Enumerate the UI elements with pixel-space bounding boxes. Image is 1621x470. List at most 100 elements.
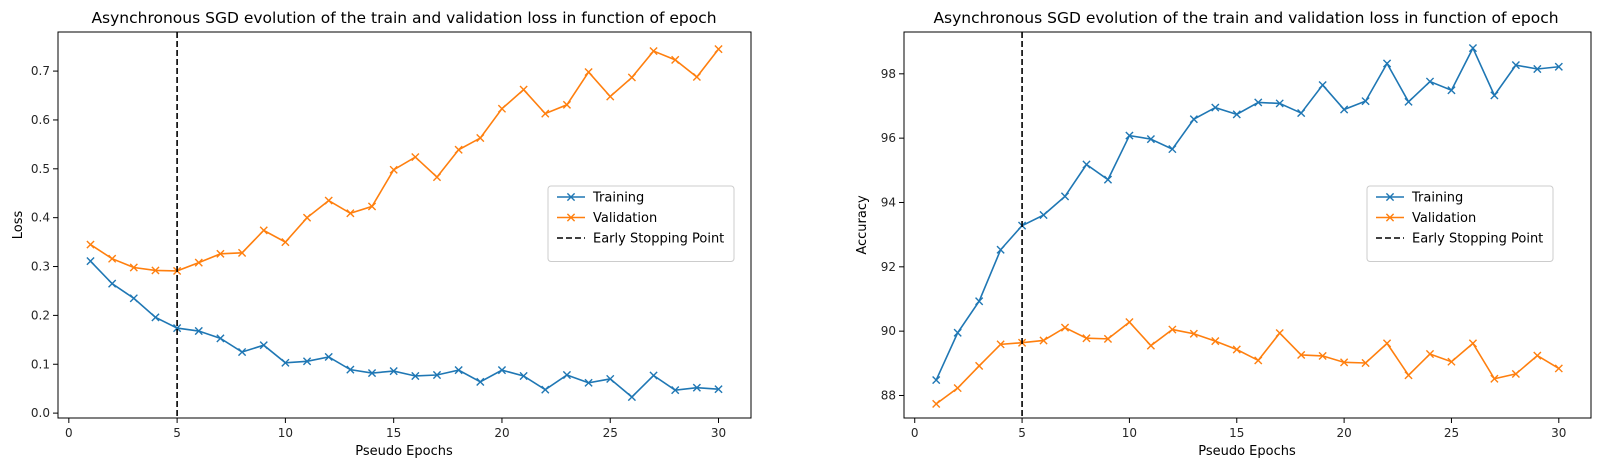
loss-validation-series-point [497, 104, 507, 113]
loss-y-tick-label: 0.2 [31, 308, 50, 322]
accuracy-legend-marker [1385, 213, 1395, 222]
loss-validation-series-point [151, 266, 160, 275]
loss-training-series-point [454, 366, 463, 375]
loss-training-series-point [194, 326, 203, 336]
accuracy-validation-series-point [1211, 337, 1220, 346]
accuracy-plot-area [932, 32, 1563, 418]
loss-x-tick-label: 10 [278, 426, 293, 440]
loss-validation-series-point [627, 73, 636, 82]
loss-validation-series-point [584, 67, 593, 77]
accuracy-y-tick-label: 92 [881, 260, 896, 274]
loss-validation-series-point [108, 254, 117, 263]
loss-validation-series-point [606, 92, 615, 101]
loss-training-series-point [497, 366, 507, 375]
loss-y-tick-label: 0.6 [31, 113, 50, 127]
loss-plot-area [86, 32, 723, 418]
accuracy-validation-series-point [1254, 356, 1263, 365]
accuracy-validation-series-point [1297, 350, 1306, 360]
accuracy-validation-series-line [935, 321, 1560, 405]
accuracy-training-series-point [1468, 43, 1478, 53]
accuracy-training-series-point [1103, 175, 1113, 184]
accuracy-training-series-point [1404, 97, 1413, 106]
loss-x-tick-label: 5 [173, 426, 181, 440]
loss-training-series-line [89, 260, 719, 399]
loss-training-series-point [519, 371, 528, 381]
loss-legend-box [547, 185, 735, 262]
accuracy-x-tick-label: 5 [1018, 426, 1026, 440]
loss-axes-frame [57, 31, 752, 419]
loss-x-tick-label: 25 [603, 426, 618, 440]
accuracy-training-series-point [1533, 64, 1542, 74]
loss-legend: Training Validation Early Stopping Point [547, 185, 735, 262]
loss-subplot: Asynchronous SGD evolution of the train … [11, 9, 752, 459]
accuracy-validation-series-point [996, 340, 1005, 349]
loss-training-series-point [281, 358, 290, 367]
loss-training-series-point [151, 313, 160, 322]
loss-training-series-point [606, 374, 615, 384]
accuracy-training-series-point [932, 375, 941, 385]
accuracy-x-axis-label: Pseudo Epochs [1198, 444, 1296, 459]
accuracy-training-series-point [1039, 210, 1048, 220]
accuracy-training-series-point [1447, 86, 1456, 95]
accuracy-training-series-point [1232, 110, 1241, 119]
accuracy-y-tick-label: 98 [881, 67, 896, 81]
accuracy-y-tick-label: 90 [881, 324, 896, 338]
accuracy-y-tick-label: 88 [881, 388, 896, 402]
loss-training-series-point [259, 341, 268, 350]
accuracy-validation-series-point [1340, 358, 1349, 367]
accuracy-validation-series-point [1447, 357, 1456, 366]
loss-x-tick-label: 30 [711, 426, 726, 440]
loss-validation-series-point [692, 72, 701, 82]
accuracy-y-tick-label: 94 [881, 195, 896, 209]
loss-training-series-point [86, 257, 95, 266]
accuracy-training-series-line [935, 46, 1559, 381]
accuracy-subplot: Asynchronous SGD evolution of the train … [855, 9, 1592, 459]
accuracy-axes-frame [903, 31, 1592, 419]
accuracy-legend-label: Early Stopping Point [1412, 232, 1543, 247]
accuracy-training-series-point [1146, 135, 1155, 144]
accuracy-x-tick-label: 20 [1336, 426, 1351, 440]
loss-training-series-point [346, 365, 355, 374]
loss-training-series-point [302, 357, 312, 366]
accuracy-validation-series-point [1168, 325, 1177, 334]
loss-validation-series-point [129, 263, 138, 272]
loss-x-tick-label: 15 [386, 426, 401, 440]
accuracy-x-tick-label: 0 [911, 426, 919, 440]
accuracy-validation-series-point [1533, 351, 1542, 360]
accuracy-validation-series-point [975, 361, 984, 370]
loss-training-series-point [216, 334, 225, 343]
loss-training-series-point [389, 366, 398, 376]
loss-legend-marker [566, 213, 576, 222]
loss-validation-series-point [216, 249, 225, 258]
accuracy-validation-series-point [1404, 371, 1413, 380]
accuracy-x-tick-label: 15 [1229, 426, 1244, 440]
accuracy-training-series-point [1125, 131, 1134, 140]
loss-training-series-point [432, 370, 442, 380]
loss-validation-series-point [519, 85, 528, 94]
accuracy-validation-series-point [1275, 328, 1284, 338]
loss-legend-label: Validation [593, 211, 657, 226]
loss-validation-series-point [389, 165, 398, 174]
accuracy-training-series-point [1425, 77, 1435, 86]
loss-legend-marker [566, 192, 576, 202]
loss-training-series-point [584, 378, 593, 387]
accuracy-x-tick-label: 25 [1444, 426, 1459, 440]
accuracy-legend-box [1366, 185, 1554, 262]
loss-training-series-point [692, 383, 701, 392]
accuracy-validation-series-point [1425, 349, 1435, 359]
loss-training-series-point [108, 279, 117, 288]
accuracy-training-series-point [1382, 59, 1392, 68]
accuracy-x-axis: 0 5 10 15 20 25 30 [911, 418, 1566, 440]
accuracy-training-series-point [996, 245, 1005, 254]
loss-validation-series-point [541, 109, 550, 118]
accuracy-validation-series-point [1103, 334, 1113, 343]
accuracy-validation-series-point [1060, 323, 1070, 332]
loss-training-series-point [541, 385, 550, 394]
loss-x-axis-label: Pseudo Epochs [355, 444, 453, 459]
loss-y-tick-label: 0.4 [31, 211, 50, 225]
accuracy-training-series-point [1340, 105, 1349, 114]
loss-x-axis: 0 5 10 15 20 25 30 [65, 418, 726, 440]
loss-y-axis: 0.0 0.1 0.2 0.3 0.4 0.5 0.6 0.7 [31, 64, 58, 420]
loss-validation-series-point [454, 145, 463, 154]
loss-training-series-point [714, 385, 723, 394]
